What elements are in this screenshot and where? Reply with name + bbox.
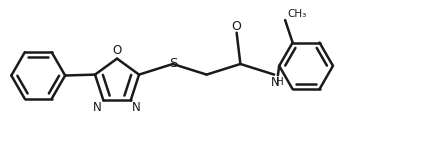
Text: O: O xyxy=(232,20,242,33)
Text: O: O xyxy=(113,44,122,57)
Text: N: N xyxy=(132,102,141,114)
Text: N: N xyxy=(271,76,279,89)
Text: N: N xyxy=(93,102,102,114)
Text: CH₃: CH₃ xyxy=(288,9,307,19)
Text: S: S xyxy=(168,58,177,70)
Text: H: H xyxy=(276,77,284,87)
